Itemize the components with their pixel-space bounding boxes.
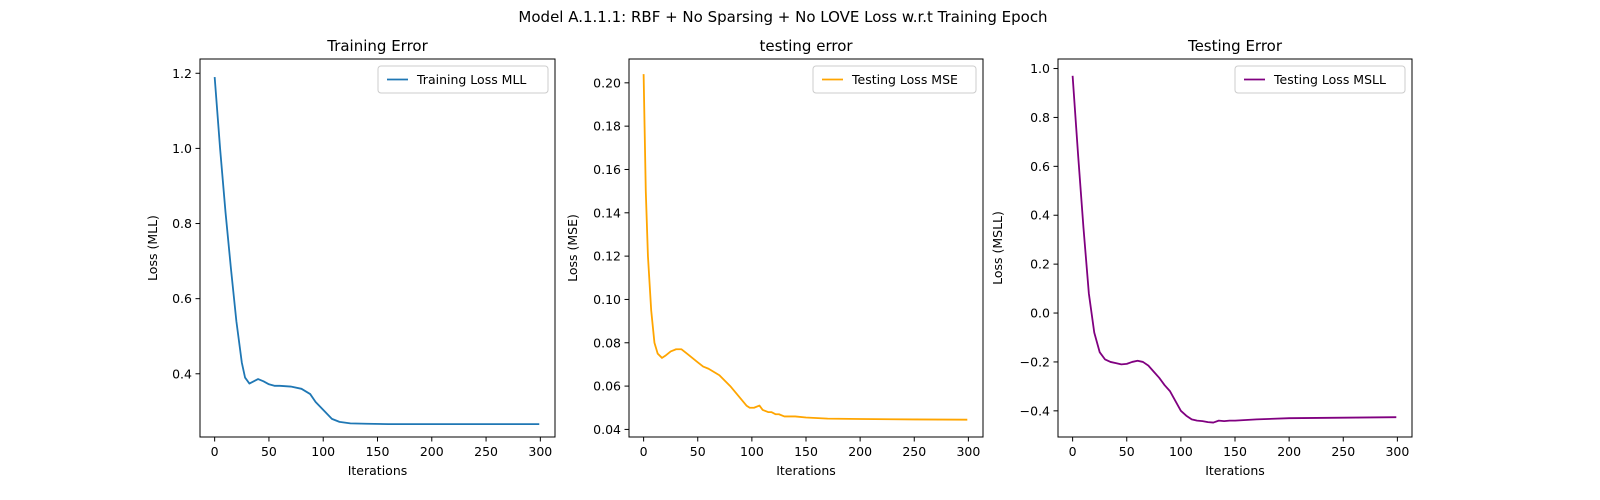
legend-box (812, 65, 977, 94)
y-axis-label: Loss (MSLL) (990, 211, 1005, 285)
y-tick-label: 0.6 (172, 291, 192, 306)
x-tick-label: 200 (1277, 444, 1301, 459)
y-tick-label: 0.6 (1030, 159, 1050, 174)
subplot-testing-error-mse: 0 50 100 150 200 250 300 0.04 0.06 0.08 0.10 0.12 0.… (565, 37, 984, 478)
x-tick-label: 150 (1223, 444, 1247, 459)
figure-suptitle: Model A.1.1.1: RBF + No Sparsing + No LO… (518, 8, 1047, 26)
y-tick-label: 0.10 (593, 292, 621, 307)
y-tick-label: −0.2 (1020, 354, 1050, 369)
x-axis-label: Iterations (1205, 463, 1265, 478)
series-line-0 (213, 76, 540, 426)
y-tick-label: 0.4 (1030, 208, 1050, 223)
x-tick-label: 50 (261, 444, 277, 459)
y-tick-label: 0.12 (593, 249, 621, 264)
y-tick-label: 0.8 (172, 216, 192, 231)
x-tick-label: 100 (1169, 444, 1193, 459)
y-tick-label: 0.4 (172, 366, 192, 381)
y-tick-label: 0.0 (1030, 306, 1050, 321)
x-tick-label: 200 (420, 444, 444, 459)
x-tick-label: 50 (1119, 444, 1135, 459)
y-tick-label: 0.04 (593, 422, 621, 437)
x-tick-label: 0 (1069, 444, 1077, 459)
legend: Testing Loss MSLL (1234, 65, 1406, 94)
y-tick-label: −0.4 (1020, 403, 1050, 418)
x-axis-label: Iterations (776, 463, 836, 478)
legend-entry: Training Loss MLL (416, 72, 526, 87)
axes-frame (199, 58, 556, 438)
subplot-title: Training Error (326, 37, 428, 55)
y-tick-label: 1.0 (172, 141, 192, 156)
legend-box (1234, 65, 1406, 94)
x-tick-label: 0 (211, 444, 219, 459)
legend: Testing Loss MSE (812, 65, 977, 94)
axes-frame (628, 58, 984, 438)
y-tick-label: 0.18 (593, 119, 621, 134)
legend-entry: Testing Loss MSLL (1273, 72, 1386, 87)
x-tick-label: 100 (311, 444, 335, 459)
axes-frame (1057, 58, 1413, 438)
x-tick-label: 300 (1385, 444, 1409, 459)
y-tick-label: 0.16 (593, 162, 621, 177)
x-tick-label: 250 (474, 444, 498, 459)
y-tick-label: 0.08 (593, 335, 621, 350)
y-axis-label: Loss (MLL) (145, 215, 160, 281)
subplot-testing-error-msll: 0 50 100 150 200 250 300 −0.4 −0.2 0.0 0.2 0.4 0.6 0.… (990, 37, 1413, 478)
x-tick-label: 100 (740, 444, 764, 459)
x-tick-label: 250 (902, 444, 926, 459)
legend: Training Loss MLL (377, 65, 549, 94)
y-tick-label: 0.8 (1030, 110, 1050, 125)
series-line-0 (1071, 75, 1397, 424)
y-tick-label: 1.0 (1030, 61, 1050, 76)
y-tick-label: 0.14 (593, 205, 621, 220)
legend-entry: Testing Loss MSE (851, 72, 958, 87)
x-axis-label: Iterations (348, 463, 408, 478)
x-tick-label: 200 (848, 444, 872, 459)
y-tick-label: 0.06 (593, 379, 621, 394)
x-tick-label: 150 (366, 444, 390, 459)
x-tick-label: 150 (794, 444, 818, 459)
series-line-0 (642, 74, 968, 421)
y-tick-label: 0.2 (1030, 257, 1050, 272)
subplot-training-error: 0 50 100 150 200 250 300 0.4 0.6 0.8 1.0 1.2 Trainin… (145, 37, 556, 478)
legend-box (377, 65, 549, 94)
subplot-title: testing error (759, 37, 853, 55)
y-tick-label: 1.2 (172, 66, 192, 81)
x-tick-label: 0 (640, 444, 648, 459)
x-tick-label: 250 (1331, 444, 1355, 459)
x-tick-label: 300 (528, 444, 552, 459)
y-tick-label: 0.20 (593, 75, 621, 90)
y-axis-label: Loss (MSE) (565, 214, 580, 282)
x-tick-label: 300 (956, 444, 980, 459)
x-tick-label: 50 (690, 444, 706, 459)
subplot-title: Testing Error (1187, 37, 1283, 55)
